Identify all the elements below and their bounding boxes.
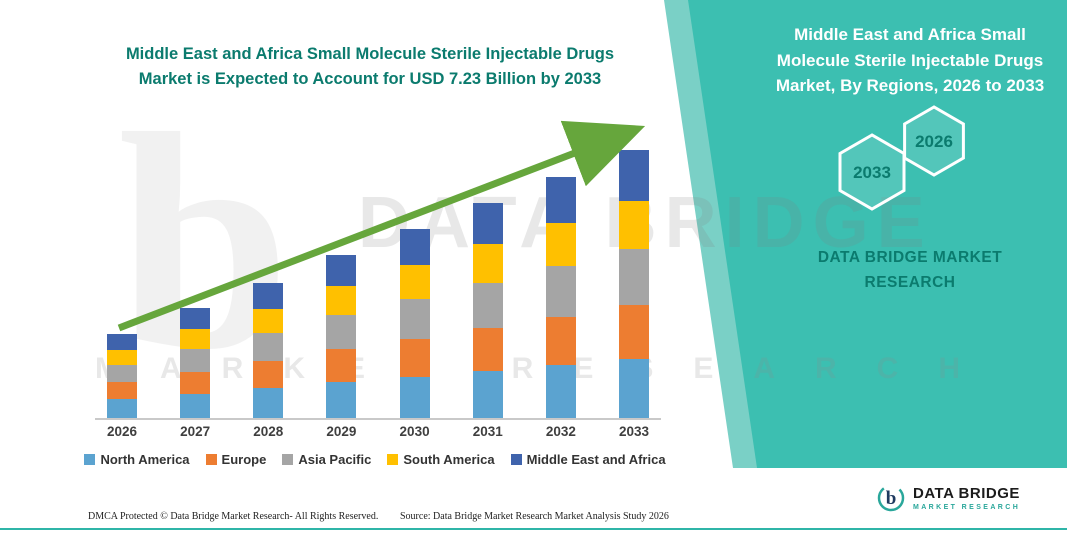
- trend-arrow: [117, 120, 646, 332]
- bar-segment-north-america: [326, 382, 357, 418]
- bar-segment-middle-east-and-africa: [180, 308, 211, 329]
- legend-label: Middle East and Africa: [526, 452, 666, 467]
- bar-segment-asia-pacific: [545, 266, 576, 317]
- bar-segment-north-america: [107, 399, 137, 418]
- logo-text-block: DATA BRIDGE MARKET RESEARCH: [913, 485, 1020, 511]
- x-axis-label: 2026: [106, 424, 138, 439]
- x-axis-label: 2027: [180, 424, 211, 439]
- bar-segment-asia-pacific: [472, 283, 503, 328]
- bar-2027: [180, 308, 211, 418]
- bar-2031: [472, 203, 503, 418]
- bar-segment-asia-pacific: [618, 249, 649, 305]
- bar-segment-middle-east-and-africa: [399, 229, 430, 265]
- watermark-tagline-text: MARKET RESEARCH: [95, 352, 1001, 385]
- x-axis-label: 2028: [253, 424, 284, 439]
- bar-segment-europe: [326, 349, 357, 382]
- legend-item: Asia Pacific: [282, 452, 371, 467]
- legend-label: Europe: [221, 452, 267, 467]
- bar-segment-europe: [180, 372, 211, 394]
- x-axis-labels: 2026 2027 2028 2029 2030 2031 2032 2033: [95, 424, 661, 439]
- logo-name: DATA BRIDGE: [913, 485, 1020, 502]
- bar-segment-europe: [618, 305, 649, 359]
- side-panel-brand: DATA BRIDGE MARKET RESEARCH: [817, 249, 1003, 291]
- legend-swatch: [510, 454, 522, 465]
- bar-segment-asia-pacific: [107, 365, 137, 382]
- bar-segment-south-america: [253, 309, 284, 333]
- bar-segment-europe: [545, 317, 576, 365]
- bar-segment-middle-east-and-africa: [253, 283, 284, 309]
- bar-segment-europe: [107, 382, 137, 399]
- bar-segment-europe: [253, 361, 284, 388]
- legend-label: South America: [403, 452, 495, 467]
- bar-2030: [399, 229, 430, 418]
- legend-item: Middle East and Africa: [510, 452, 666, 467]
- legend: North America Europe Asia Pacific South Ame…: [70, 452, 680, 467]
- x-axis-label: 2033: [618, 424, 650, 439]
- bar-segment-asia-pacific: [399, 299, 430, 339]
- footer-source: Source: Data Bridge Market Research Mark…: [400, 511, 669, 522]
- legend-label: Asia Pacific: [298, 452, 372, 467]
- bar-segment-north-america: [618, 359, 649, 418]
- chart-title: Middle East and Africa Small Molecule St…: [125, 45, 615, 88]
- x-axis-label: 2032: [545, 424, 576, 439]
- company-logo: b DATA BRIDGE MARKET RESEARCH: [876, 483, 1020, 513]
- bar-segment-south-america: [326, 286, 357, 315]
- bar-segment-north-america: [399, 377, 430, 418]
- legend-swatch: [84, 454, 96, 465]
- bar-segment-south-america: [107, 350, 137, 365]
- bar-segment-south-america: [618, 201, 649, 249]
- footer-copyright: DMCA Protected © Data Bridge Market Rese…: [88, 511, 379, 522]
- x-axis: [95, 418, 661, 420]
- bar-segment-asia-pacific: [253, 333, 284, 361]
- legend-item: North America: [84, 452, 190, 467]
- logo-b-icon: b: [877, 484, 905, 512]
- hexagon-2026: [903, 105, 965, 177]
- bar-segment-asia-pacific: [180, 349, 211, 372]
- bar-2028: [253, 283, 284, 418]
- x-axis-label: 2029: [326, 424, 357, 439]
- bar-segment-south-america: [399, 265, 430, 299]
- footer-divider: [0, 527, 1067, 530]
- side-panel-title: Middle East and Africa Small Molecule St…: [775, 25, 1045, 95]
- bar-2026: [107, 334, 137, 418]
- legend-swatch: [387, 454, 399, 465]
- bar-segment-north-america: [253, 388, 284, 418]
- bar-segment-north-america: [545, 365, 576, 418]
- bar-segment-south-america: [180, 329, 211, 349]
- legend-item: Europe: [205, 452, 267, 467]
- svg-text:b: b: [886, 488, 897, 509]
- hexagon-badges: 2033 2026: [838, 105, 965, 211]
- hexagon-2026-label: 2026: [915, 132, 953, 151]
- bar-segment-europe: [472, 328, 503, 371]
- bar-segment-europe: [399, 339, 430, 377]
- bar-segment-south-america: [472, 244, 503, 283]
- legend-label: North America: [100, 452, 190, 467]
- legend-swatch: [282, 454, 294, 465]
- legend-item: South America: [387, 452, 495, 467]
- hexagon-2033-label: 2033: [853, 163, 891, 182]
- legend-swatch: [205, 454, 217, 465]
- bar-2032: [545, 177, 576, 418]
- bar-segment-asia-pacific: [326, 315, 357, 349]
- bar-segment-middle-east-and-africa: [326, 255, 357, 286]
- x-axis-label: 2030: [399, 424, 430, 439]
- bar-chart: [95, 135, 661, 418]
- bar-segment-middle-east-and-africa: [107, 334, 137, 350]
- logo-tagline: MARKET RESEARCH: [913, 504, 1021, 511]
- x-axis-label: 2031: [472, 424, 503, 439]
- bar-2029: [326, 255, 357, 418]
- bar-segment-north-america: [472, 371, 503, 418]
- bar-segment-south-america: [545, 223, 576, 266]
- bar-segment-middle-east-and-africa: [472, 203, 503, 244]
- bar-segment-north-america: [180, 394, 211, 418]
